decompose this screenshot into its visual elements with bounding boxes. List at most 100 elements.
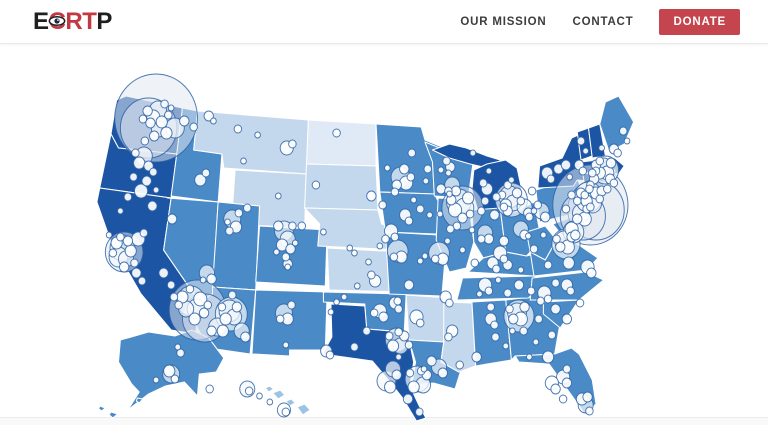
bubble[interactable] — [619, 126, 628, 136]
bubble[interactable] — [166, 213, 178, 225]
bubble[interactable] — [462, 191, 475, 205]
bubble[interactable] — [164, 110, 173, 120]
bubble[interactable] — [288, 221, 297, 231]
bubble[interactable] — [491, 332, 500, 342]
bubble[interactable] — [394, 327, 403, 337]
bubble[interactable] — [386, 339, 400, 353]
bubble[interactable] — [426, 211, 433, 219]
bubble[interactable] — [404, 216, 414, 226]
bubble[interactable] — [194, 173, 207, 187]
bubble[interactable] — [525, 232, 532, 240]
bubble[interactable] — [108, 248, 118, 258]
bubble[interactable] — [555, 241, 566, 253]
bubble[interactable] — [149, 130, 160, 142]
bubble[interactable] — [152, 186, 160, 194]
bubble[interactable] — [273, 220, 284, 232]
bubble[interactable] — [582, 391, 593, 403]
bubble[interactable] — [605, 157, 617, 169]
bubble[interactable] — [436, 210, 444, 218]
state-me[interactable] — [599, 95, 635, 153]
bubble[interactable] — [489, 209, 500, 221]
bubble[interactable] — [160, 99, 169, 109]
bubble[interactable] — [403, 279, 415, 291]
bubble[interactable] — [595, 194, 605, 204]
bubble[interactable] — [415, 407, 424, 417]
bubble[interactable] — [134, 183, 149, 199]
bubble[interactable] — [362, 326, 371, 336]
bubble[interactable] — [152, 376, 160, 384]
bubble[interactable] — [205, 384, 214, 394]
bubble[interactable] — [580, 190, 589, 200]
bubble[interactable] — [201, 168, 211, 178]
bubble[interactable] — [203, 300, 213, 310]
bubble[interactable] — [325, 350, 335, 360]
bubble[interactable] — [273, 248, 280, 256]
bubble[interactable] — [530, 207, 538, 215]
bubble[interactable] — [567, 190, 576, 200]
bubble[interactable] — [586, 202, 595, 212]
bubble[interactable] — [578, 166, 588, 176]
bubble[interactable] — [394, 304, 403, 314]
bubble[interactable] — [167, 104, 175, 112]
bubble[interactable] — [527, 186, 537, 196]
bubble[interactable] — [566, 173, 573, 181]
bubble[interactable] — [445, 298, 454, 308]
bubble[interactable] — [519, 326, 528, 336]
bubble[interactable] — [509, 327, 516, 335]
bubble[interactable] — [142, 105, 153, 117]
bubble[interactable] — [477, 234, 486, 244]
bubble[interactable] — [570, 229, 581, 241]
bubble[interactable] — [224, 218, 231, 226]
bubble[interactable] — [254, 131, 261, 139]
bubble[interactable] — [623, 137, 631, 145]
bubble[interactable] — [407, 380, 420, 394]
bubble[interactable] — [595, 156, 605, 166]
bubble[interactable] — [332, 128, 341, 138]
bubble[interactable] — [131, 148, 140, 158]
bubble[interactable] — [588, 168, 597, 178]
bubble[interactable] — [566, 286, 575, 296]
bubble[interactable] — [353, 282, 361, 290]
bubble[interactable] — [551, 278, 560, 288]
bubble[interactable] — [490, 320, 499, 330]
bubble[interactable] — [613, 148, 622, 158]
bubble[interactable] — [455, 360, 464, 370]
bubble[interactable] — [393, 296, 402, 306]
bubble[interactable] — [399, 163, 410, 175]
bubble[interactable] — [575, 298, 585, 308]
bubble[interactable] — [145, 117, 156, 129]
bubble[interactable] — [598, 144, 605, 152]
bubble[interactable] — [499, 254, 509, 264]
bubble[interactable] — [431, 254, 440, 264]
bubble[interactable] — [129, 172, 138, 182]
bubble[interactable] — [550, 383, 561, 395]
bubble[interactable] — [469, 149, 477, 157]
bubble[interactable] — [465, 209, 475, 219]
bubble[interactable] — [572, 196, 582, 206]
bubble[interactable] — [503, 180, 512, 190]
bubble[interactable] — [416, 318, 425, 328]
bubble[interactable] — [327, 308, 335, 316]
bubble[interactable] — [540, 211, 551, 223]
bubble[interactable] — [188, 312, 201, 326]
nav-contact[interactable]: CONTACT — [572, 15, 634, 28]
bubble[interactable] — [532, 338, 540, 346]
bubble[interactable] — [376, 242, 384, 250]
bubble[interactable] — [169, 292, 179, 302]
bubble[interactable] — [477, 206, 486, 216]
bubble[interactable] — [450, 185, 462, 197]
bubble[interactable] — [140, 136, 150, 146]
bubble[interactable] — [384, 380, 397, 394]
bubble[interactable] — [444, 237, 451, 245]
bubble[interactable] — [476, 290, 483, 298]
bubble[interactable] — [536, 296, 545, 306]
bubble[interactable] — [586, 267, 597, 279]
bubble[interactable] — [170, 374, 180, 384]
bubble[interactable] — [391, 369, 402, 381]
state-fl[interactable] — [514, 347, 597, 415]
donate-button[interactable]: DONATE — [659, 8, 740, 35]
state-hi1[interactable] — [264, 385, 275, 393]
bubble[interactable] — [287, 300, 296, 310]
bubble[interactable] — [291, 239, 299, 247]
bubble[interactable] — [459, 246, 466, 254]
